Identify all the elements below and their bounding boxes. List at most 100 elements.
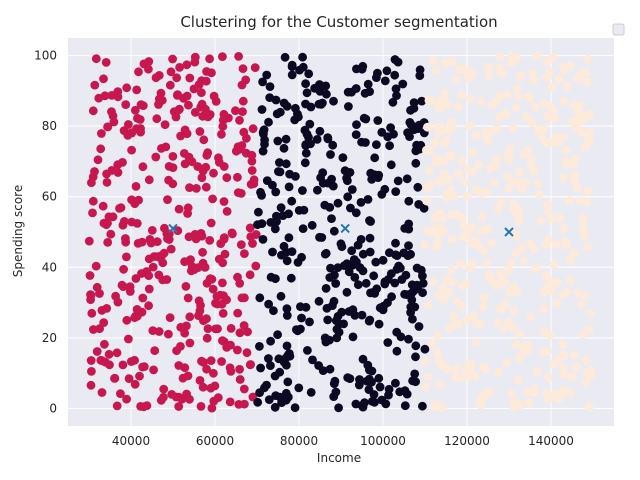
cluster-3-point [581,355,591,365]
cluster-2-point [350,311,360,320]
cluster-1-point [90,167,99,176]
cluster-2-point [305,119,315,129]
cluster-2-point [281,134,291,144]
cluster-2-point [304,69,314,79]
cluster-3-point [506,145,515,155]
cluster-1-point [197,356,206,366]
cluster-2-point [381,399,391,409]
cluster-2-point [302,129,312,139]
cluster-2-point [306,139,315,149]
cluster-1-point [96,144,106,154]
cluster-2-point [266,272,276,282]
cluster-1-point [199,135,209,145]
cluster-3-point [565,276,575,286]
cluster-3-point [467,222,477,232]
cluster-2-point [342,287,352,297]
cluster-1-point [168,54,178,64]
cluster-1-point [103,122,112,132]
cluster-2-point [255,293,265,303]
cluster-2-point [385,141,394,151]
cluster-2-point [391,250,400,260]
cluster-2-point [386,123,395,132]
cluster-2-point [398,79,408,89]
cluster-3-point [478,302,488,312]
cluster-2-point [362,376,372,386]
cluster-2-point [360,88,370,98]
cluster-3-point [573,288,582,298]
cluster-2-point [358,354,368,364]
cluster-2-point [276,291,286,301]
cluster-2-point [283,392,293,402]
cluster-3-point [424,96,434,105]
cluster-3-point [511,103,521,112]
cluster-3-point [528,69,537,78]
cluster-2-point [333,198,343,208]
cluster-1-point [218,122,228,131]
cluster-3-point [525,93,535,103]
cluster-2-point [301,148,311,158]
cluster-1-point [142,267,152,276]
cluster-2-point [296,324,305,334]
cluster-3-point [477,212,487,222]
cluster-3-point [472,319,481,329]
cluster-2-point [301,99,310,109]
cluster-2-point [322,303,332,313]
cluster-3-point [502,90,512,99]
cluster-3-point [542,56,552,66]
cluster-3-point [492,124,502,134]
cluster-3-point [441,58,451,68]
cluster-2-point [315,80,324,89]
cluster-1-point [238,64,248,73]
cluster-2-point [358,249,368,259]
cluster-3-point [511,248,520,258]
cluster-3-point [508,124,518,133]
cluster-1-point [166,244,176,254]
cluster-3-point [509,177,518,186]
cluster-1-point [137,307,147,317]
cluster-1-point [88,106,98,116]
cluster-1-point [243,327,253,337]
cluster-1-point [169,107,179,116]
cluster-2-point [325,335,334,345]
cluster-2-point [253,397,263,407]
cluster-3-point [558,172,568,182]
cluster-3-point [509,199,518,209]
cluster-2-point [275,158,284,167]
cluster-1-point [215,290,225,300]
cluster-2-point [326,150,335,159]
cluster-1-point [131,182,141,191]
cluster-1-point [136,124,145,133]
cluster-3-point [547,83,557,92]
cluster-1-point [104,349,114,359]
cluster-3-point [492,281,501,291]
cluster-2-point [351,399,361,409]
cluster-2-point [276,203,286,213]
cluster-2-point [305,317,314,327]
cluster-3-point [457,156,467,166]
cluster-2-point [281,159,291,169]
cluster-1-point [166,67,176,77]
cluster-1-point [99,74,108,84]
cluster-1-point [242,348,252,358]
cluster-2-point [279,241,289,251]
cluster-3-point [529,244,539,254]
cluster-3-point [454,168,464,178]
cluster-3-point [487,238,497,248]
cluster-2-point [353,280,363,290]
cluster-1-point [218,258,228,268]
cluster-2-point [345,168,355,177]
cluster-2-point [331,316,341,325]
cluster-3-point [542,272,552,282]
cluster-3-point [514,216,524,226]
cluster-3-point [508,323,518,333]
cluster-3-point [581,378,591,387]
x-tick-label: 140000 [528,434,574,448]
cluster-1-point [171,392,181,402]
cluster-1-point [122,394,131,404]
cluster-2-point [347,246,357,256]
cluster-3-point [467,312,477,321]
cluster-3-point [485,163,495,173]
cluster-3-point [433,331,442,341]
cluster-2-point [274,354,284,364]
cluster-3-point [457,212,467,222]
